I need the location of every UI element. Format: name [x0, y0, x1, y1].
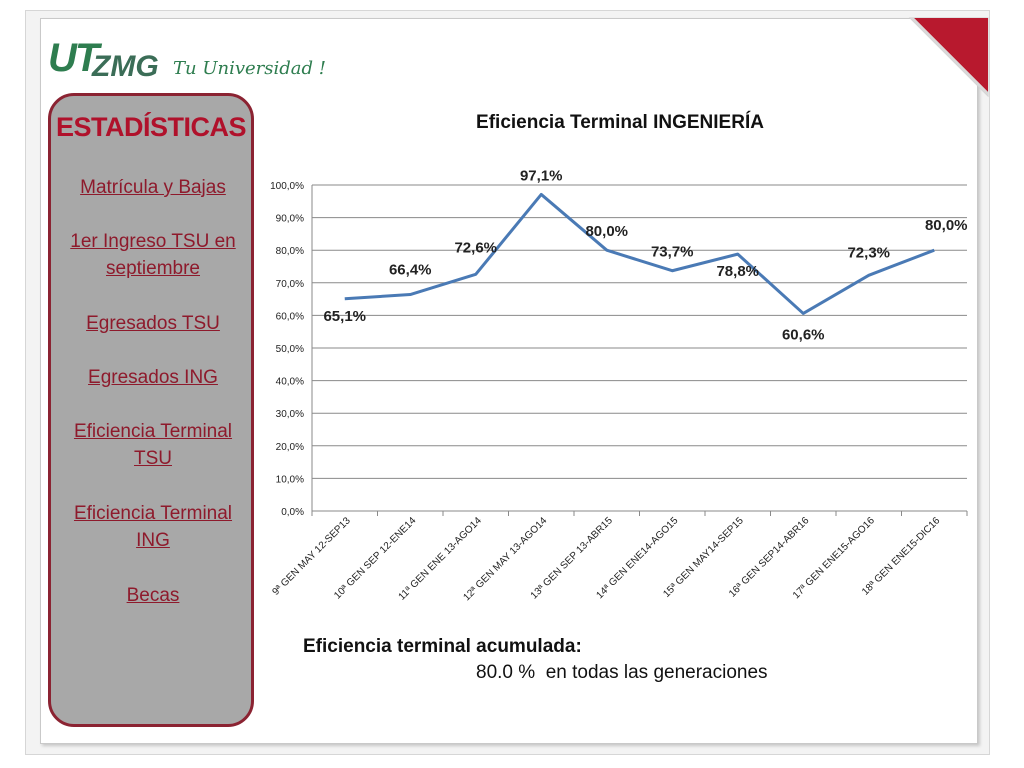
data-label: 65,1% [323, 308, 366, 325]
y-tick-label: 0,0% [281, 507, 304, 518]
brand-tagline: Tu Universidad ! [173, 58, 326, 79]
nav-link-becas[interactable]: Becas [126, 585, 180, 606]
sidebar-menu: ESTADÍSTICAS Matrícula y Bajas 1er Ingre… [48, 93, 254, 727]
data-label: 80,0% [585, 223, 628, 240]
y-tick-label: 70,0% [276, 279, 304, 290]
brand-logo: UT ZMG Tu Universidad ! [48, 36, 326, 84]
nav-link-egresados-tsu[interactable]: Egresados TSU [86, 313, 220, 334]
nav-link-matricula-bajas[interactable]: Matrícula y Bajas [80, 177, 226, 198]
y-tick-label: 10,0% [276, 474, 304, 485]
y-tick-label: 40,0% [276, 377, 304, 388]
y-tick-label: 20,0% [276, 442, 304, 453]
data-label: 80,0% [925, 217, 968, 234]
nav-link-eficiencia-tsu[interactable]: Eficiencia Terminal TSU [73, 421, 233, 469]
y-tick-label: 60,0% [276, 311, 304, 322]
y-tick-label: 90,0% [276, 214, 304, 225]
corner-fold-decoration [908, 17, 989, 98]
data-label: 78,8% [716, 263, 759, 280]
chart-title: Eficiencia Terminal INGENIERÍA [476, 112, 764, 133]
y-tick-label: 80,0% [276, 246, 304, 257]
summary-label: Eficiencia terminal acumulada: [303, 636, 582, 657]
data-label: 72,6% [454, 239, 497, 256]
data-label: 72,3% [847, 244, 890, 261]
nav-link-eficiencia-ing[interactable]: Eficiencia Terminal ING [73, 503, 233, 551]
series-line [344, 192, 935, 315]
y-tick-label: 30,0% [276, 409, 304, 420]
brand-name-ut: UT [48, 36, 99, 80]
nav-link-primer-ingreso-tsu[interactable]: 1er Ingreso TSU en septiembre [70, 231, 236, 279]
brand-name-zmg: ZMG [92, 50, 159, 83]
data-label: 60,6% [782, 326, 825, 343]
y-tick-label: 50,0% [276, 344, 304, 355]
data-label: 73,7% [651, 244, 694, 261]
summary-value: 80.0 % en todas las generaciones [476, 662, 768, 683]
nav-link-egresados-ing[interactable]: Egresados ING [88, 367, 218, 388]
sidebar-title: ESTADÍSTICAS [55, 112, 247, 142]
data-label: 66,4% [389, 262, 432, 279]
line-chart: 0,0% 10,0% 20,0% 30,0% 40,0% 50,0% 60,0% 70,0% 8… [270, 167, 968, 603]
y-tick-label: 100,0% [270, 181, 304, 192]
data-label: 97,1% [520, 167, 563, 184]
